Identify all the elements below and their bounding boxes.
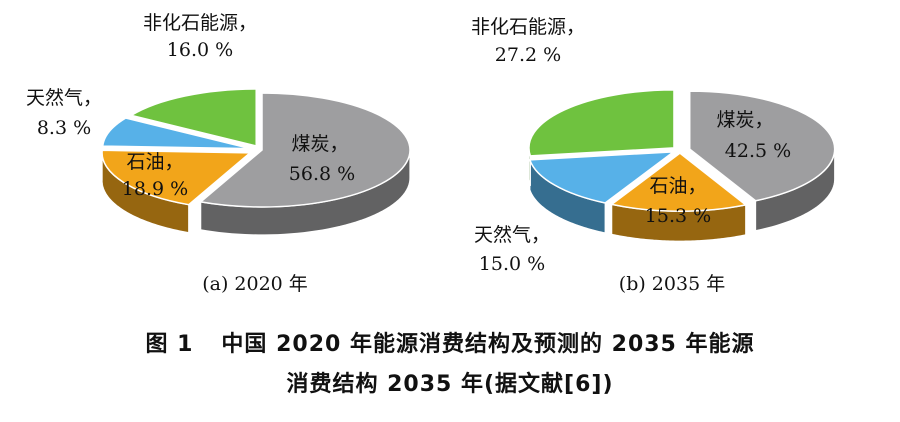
slice-label-non-fossil-name-2020: 非化石能源， [143,12,257,34]
slice-label-gas-value-2020: 8.3 % [37,117,91,139]
slice-label-gas-value-2035: 15.0 % [479,253,545,275]
pie-chart-2035 [528,89,836,242]
slice-top-石油 [101,149,253,206]
slice-label-coal-value-2020: 56.8 % [289,163,355,185]
slice-label-coal-name-2020: 煤炭， [291,133,348,155]
slice-label-coal-name-2035: 煤炭， [716,109,773,131]
pie-charts-figure: 非化石能源， 16.0 % 天然气， 8.3 % 石油， 18.9 % 煤炭， … [26,12,836,295]
figure-caption-line-1: 图 1 中国 2020 年能源消费结构及预测的 2035 年能源 [0,326,900,358]
chart-subtitle-2035: (b) 2035 年 [619,273,725,295]
slice-label-non-fossil-name-2035: 非化石能源， [471,16,585,38]
slice-label-coal-value-2035: 42.5 % [725,140,791,162]
slice-top-煤炭 [688,90,836,202]
figure-caption-line-2: 消费结构 2035 年(据文献[6]) [0,366,900,398]
slice-top-非化石能源 [528,89,675,157]
slice-label-oil-name-2020: 石油， [126,151,183,173]
slice-label-oil-name-2035: 石油， [649,175,706,197]
slice-label-non-fossil-value-2035: 27.2 % [495,44,561,66]
slice-label-oil-value-2020: 18.9 % [122,178,188,200]
slice-top-石油 [609,152,748,212]
pie-chart-2020 [101,88,411,236]
figure-caption-text-2: 消费结构 2035 年(据文献[6]) [286,372,614,397]
slice-top-非化石能源 [129,88,257,147]
figure-caption-text-1: 中国 2020 年能源消费结构及预测的 2035 年能源 [221,332,755,357]
slice-label-gas-name-2035: 天然气， [474,224,550,246]
chart-subtitle-2020: (a) 2020 年 [202,273,308,295]
slice-top-天然气 [101,117,251,150]
figure-number: 图 1 [145,332,194,357]
slice-label-non-fossil-value-2020: 16.0 % [167,39,233,61]
slice-top-煤炭 [198,92,411,208]
slice-top-天然气 [528,150,676,204]
slice-label-gas-name-2020: 天然气， [26,87,102,109]
slice-label-oil-value-2035: 15.3 % [645,205,711,227]
